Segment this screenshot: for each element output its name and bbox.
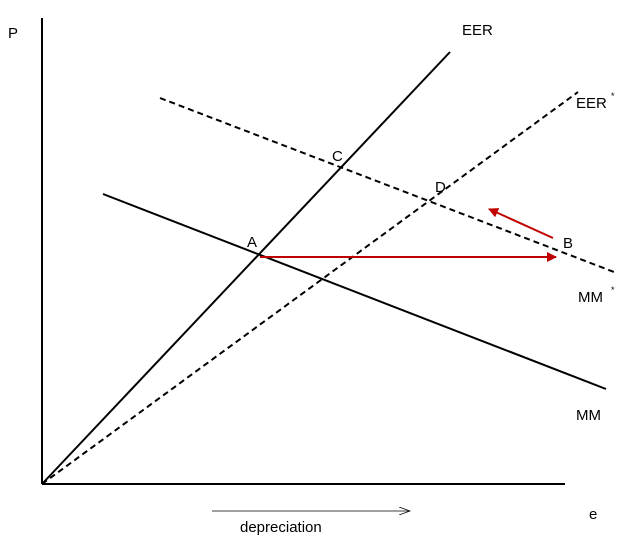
- arrow-b-to-d: [488, 208, 554, 239]
- x-axis-label: e: [589, 506, 597, 523]
- eer-label: EER: [462, 22, 493, 39]
- mm-label: MM: [576, 407, 601, 424]
- eer-star-label: EER: [576, 95, 607, 112]
- mm-star-label: MM: [578, 289, 603, 306]
- point-a-label: A: [247, 234, 257, 251]
- point-d-label: D: [435, 179, 446, 196]
- eer-star-superscript: *: [611, 91, 615, 101]
- point-b-label: B: [563, 235, 573, 252]
- mm-star-curve: [159, 97, 615, 273]
- depreciation-label: depreciation: [240, 519, 322, 536]
- y-axis-label: P: [8, 25, 18, 42]
- point-c-label: C: [332, 148, 343, 165]
- eer-curve: [41, 51, 451, 485]
- mm-star-superscript: *: [611, 285, 615, 295]
- eer-star-curve: [41, 91, 579, 485]
- mm-curve: [102, 193, 607, 390]
